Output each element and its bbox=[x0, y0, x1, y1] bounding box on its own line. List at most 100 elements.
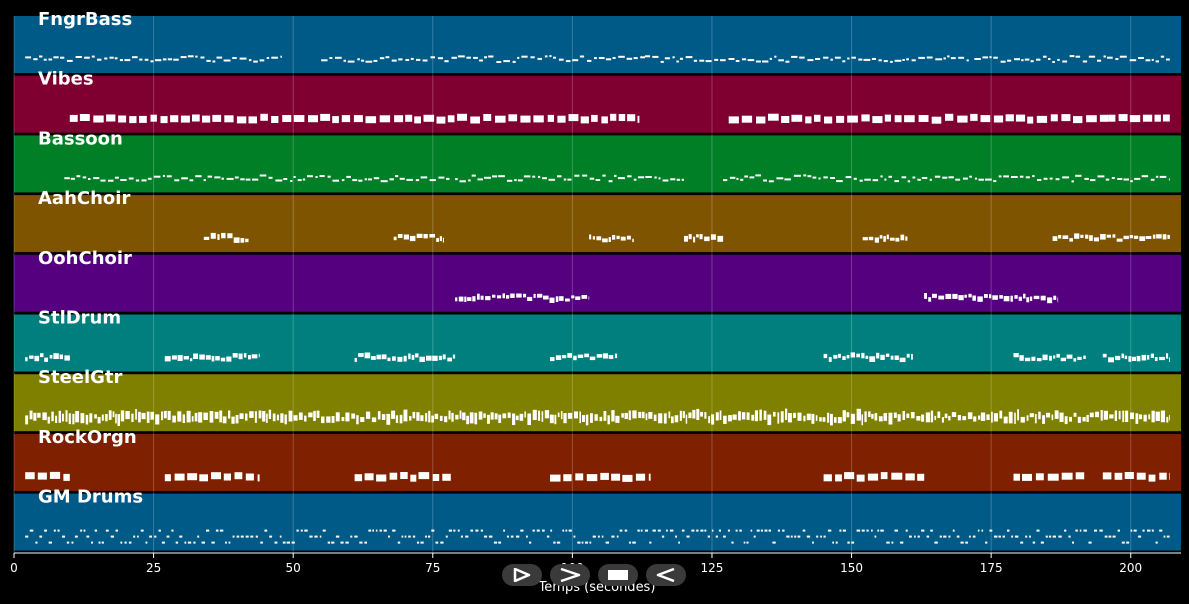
note bbox=[493, 541, 498, 544]
note bbox=[803, 174, 807, 177]
note bbox=[236, 535, 240, 538]
note bbox=[622, 474, 633, 482]
note bbox=[1026, 297, 1030, 303]
note bbox=[506, 535, 509, 538]
note bbox=[438, 355, 442, 361]
note bbox=[150, 60, 154, 63]
note bbox=[827, 412, 830, 423]
note bbox=[221, 177, 224, 180]
note bbox=[856, 408, 861, 421]
note bbox=[772, 541, 776, 544]
note bbox=[731, 541, 734, 544]
note bbox=[592, 236, 595, 240]
back-button[interactable] bbox=[646, 564, 686, 586]
note bbox=[187, 541, 192, 544]
note bbox=[1134, 177, 1141, 180]
track-background bbox=[14, 433, 1181, 491]
note bbox=[391, 410, 396, 419]
note bbox=[803, 415, 806, 422]
note bbox=[426, 355, 432, 361]
note bbox=[928, 297, 932, 302]
note bbox=[894, 180, 899, 183]
note bbox=[1020, 541, 1024, 544]
note bbox=[991, 411, 993, 423]
note bbox=[814, 114, 821, 122]
note bbox=[1100, 234, 1106, 240]
note bbox=[1064, 529, 1067, 532]
note bbox=[498, 414, 502, 423]
note bbox=[226, 356, 232, 362]
note bbox=[44, 529, 47, 532]
note bbox=[807, 175, 812, 178]
note bbox=[828, 357, 832, 362]
note bbox=[397, 541, 401, 544]
note bbox=[626, 235, 631, 240]
note bbox=[786, 535, 790, 538]
note bbox=[75, 411, 79, 423]
note bbox=[678, 541, 680, 544]
note bbox=[1121, 353, 1124, 359]
forward-button[interactable] bbox=[550, 564, 590, 586]
note bbox=[880, 529, 884, 532]
note bbox=[1126, 541, 1130, 544]
note bbox=[1103, 55, 1106, 58]
note bbox=[1124, 355, 1128, 360]
note bbox=[1133, 529, 1137, 532]
note bbox=[715, 412, 719, 421]
note bbox=[906, 58, 909, 61]
note bbox=[550, 529, 553, 532]
note bbox=[448, 529, 452, 532]
note bbox=[544, 55, 548, 58]
stop-button[interactable] bbox=[598, 564, 638, 586]
note bbox=[1072, 541, 1074, 544]
note bbox=[453, 529, 456, 532]
note bbox=[768, 529, 771, 532]
note bbox=[879, 235, 883, 239]
note bbox=[550, 357, 555, 362]
grid bbox=[13, 16, 1132, 553]
note bbox=[769, 57, 772, 60]
note bbox=[756, 116, 766, 124]
note bbox=[601, 535, 604, 538]
track-background bbox=[14, 16, 1181, 73]
track-background bbox=[14, 374, 1181, 432]
note bbox=[425, 413, 428, 422]
note bbox=[335, 535, 340, 538]
note bbox=[1049, 177, 1053, 180]
note bbox=[320, 113, 331, 121]
note bbox=[823, 474, 832, 482]
note bbox=[431, 529, 435, 532]
note bbox=[1166, 58, 1170, 61]
note bbox=[890, 60, 893, 63]
note bbox=[347, 60, 355, 63]
note bbox=[918, 115, 929, 122]
note bbox=[399, 177, 405, 180]
note bbox=[1130, 529, 1133, 532]
note bbox=[442, 237, 444, 243]
note bbox=[520, 529, 524, 532]
track-background bbox=[14, 254, 1181, 312]
note bbox=[1014, 535, 1019, 538]
play-button[interactable] bbox=[502, 564, 542, 586]
note bbox=[423, 234, 428, 239]
note bbox=[135, 179, 140, 182]
note bbox=[823, 535, 826, 538]
note bbox=[793, 412, 796, 418]
note bbox=[1059, 412, 1064, 422]
note bbox=[597, 535, 600, 538]
note bbox=[1049, 355, 1052, 361]
note bbox=[1088, 541, 1092, 544]
note bbox=[828, 529, 832, 532]
note bbox=[944, 413, 948, 419]
note bbox=[874, 413, 878, 421]
note bbox=[252, 178, 259, 181]
note bbox=[479, 59, 483, 62]
note bbox=[502, 413, 507, 419]
note bbox=[542, 177, 547, 180]
note bbox=[68, 413, 71, 425]
note bbox=[871, 58, 876, 60]
note bbox=[93, 115, 104, 123]
note bbox=[836, 115, 845, 123]
note bbox=[947, 55, 950, 58]
note bbox=[104, 57, 108, 60]
